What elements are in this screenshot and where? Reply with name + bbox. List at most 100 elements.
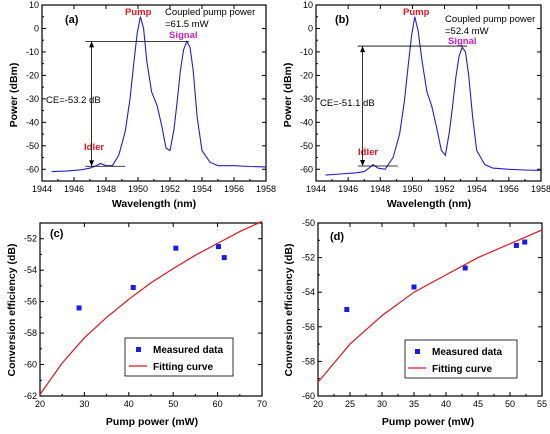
panel-d-xlabel: Pump power (mW) [382, 416, 474, 428]
panel-a-plot: 1944 1946 1948 1950 1952 1954 1956 1958 -60 -50 -4… [26, 0, 276, 194]
panel-c-xlabel: Pump power (mW) [106, 416, 198, 428]
panel-b-ytick-label: -10 [300, 47, 313, 57]
panel-a-xtick-label: 1956 [224, 184, 244, 194]
panel-a-pump-label: Pump [125, 7, 152, 18]
panel-d-ytick-label: -54 [302, 287, 315, 297]
panel-a-frame [41, 4, 267, 182]
panel-b-xtick-label: 1948 [370, 184, 390, 194]
panel-c-ytick-label: -62 [24, 391, 37, 401]
panel-a-xtick-label: 1950 [128, 184, 148, 194]
panel-a-ytick-label: -40 [26, 117, 39, 127]
panel-c-ylabel: Conversion efficiency (dB) [6, 243, 18, 376]
panel-d-xtick-label: 20 [313, 399, 323, 409]
panel-a-xtick-label: 1946 [64, 184, 84, 194]
panel-d: (d) Pump power (mW) Conversion efficienc… [283, 231, 518, 428]
panel-d-measured-point [462, 265, 468, 271]
panel-a-ytick-label: 0 [34, 23, 39, 33]
panel-d-xtick-label: 50 [505, 399, 515, 409]
panel-a-ce-label: CE=-53.2 dB [46, 95, 101, 106]
panel-b-signal-label: Signal [448, 36, 477, 47]
panel-d-measured-point [344, 307, 350, 312]
panel-b-ytick-label: -30 [300, 94, 313, 104]
panel-b-xtick-label: 1952 [435, 184, 455, 194]
panel-b-ytick-label: -20 [300, 70, 313, 80]
panel-c-measured-point [76, 305, 82, 311]
panel-a-xtick-label: 1948 [96, 184, 116, 194]
panel-a-ce-arrow-head-bottom [89, 160, 95, 167]
panel-a-ylabel: Power (dBm) [8, 63, 20, 128]
panel-b-xtick-label: 1958 [531, 184, 550, 194]
panel-b-ytick-label: -60 [300, 164, 313, 174]
panel-a-ytick-label: -50 [26, 141, 39, 151]
panel-d-ylabel: Conversion efficiency (dB) [283, 243, 295, 376]
panel-b-idler-label: Idler [358, 147, 378, 158]
panel-b-ytick-label: 10 [303, 0, 313, 10]
panel-a-ytick-label: -10 [26, 47, 39, 57]
panel-a-spectrum-line [51, 16, 267, 173]
panel-d-legend-measured-label: Measured data [432, 347, 502, 358]
panel-c-xtick-label: 40 [124, 399, 134, 409]
panel-c-legend-measured-marker [136, 347, 141, 352]
panel-b-plot: 1944 1946 1948 1950 1952 1954 1956 1958 -60 -50 -4… [300, 0, 550, 194]
panel-c-ytick-label: -58 [24, 328, 37, 338]
panel-c-xtick-label: 30 [79, 399, 89, 409]
panel-a-xtick-label: 1954 [192, 184, 212, 194]
panel-b-ce-label: CE=-51.1 dB [320, 98, 375, 109]
panel-d-plot: 20 25 30 35 40 45 50 55 -60 -58 -56 -54 -52 -50 [302, 218, 547, 409]
panel-b-ytick-label: -40 [300, 117, 313, 127]
panel-c-xtick-label: 20 [35, 399, 45, 409]
panel-a: (a) Pump Coupled pump power =61.5 mW Sig… [8, 7, 255, 210]
chart-layer: 1944 1946 1948 1950 1952 1954 1956 1958 -60 -50 -4… [24, 0, 550, 409]
panel-a-ytick-label: -60 [26, 164, 39, 174]
panel-b-ytick-label: 0 [308, 23, 313, 33]
panel-d-ytick-label: -52 [302, 253, 315, 263]
panel-b-xlabel: Wavelength (nm) [387, 198, 471, 210]
panel-d-ytick-label: -56 [302, 322, 315, 332]
panel-d-measured-point [513, 242, 519, 248]
panel-a-power-line2: =61.5 mW [165, 19, 209, 30]
panel-b-ce-arrow-head-top [360, 46, 366, 53]
panel-d-legend-fit-label: Fitting curve [432, 364, 492, 375]
panel-b-ytick-label: -50 [300, 141, 313, 151]
panel-b-xtick-label: 1946 [338, 184, 358, 194]
panel-d-label: (d) [330, 231, 344, 243]
panel-c-ytick-label: -52 [24, 234, 37, 244]
panel-d-xtick-label: 45 [473, 399, 483, 409]
panel-b-power-line1: Coupled pump power [445, 14, 535, 25]
panel-d-legend-measured-marker [415, 349, 420, 354]
panel-d-xtick-label: 40 [441, 399, 451, 409]
panel-b-xtick-label: 1954 [467, 184, 487, 194]
panel-d-ytick-label: -50 [302, 218, 315, 228]
panel-c-plot: 20 30 40 50 60 70 -62 -60 -58 -56 -54 -52 [24, 220, 267, 409]
panel-c-measured-point [221, 255, 227, 261]
panel-d-xtick-label: 25 [345, 399, 355, 409]
panel-d-measured-point [411, 284, 417, 290]
panel-a-ytick-label: 10 [29, 0, 39, 10]
panel-b: (b) Pump Coupled pump power =52.4 mW Sig… [282, 7, 535, 210]
panel-a-power-line1: Coupled pump power [165, 7, 255, 18]
panel-a-xtick-label: 1944 [32, 184, 52, 194]
panel-a-xtick-label: 1952 [160, 184, 180, 194]
panel-c-legend-fit-label: Fitting curve [153, 362, 213, 373]
panel-b-ce-arrow-head-bottom [360, 159, 366, 166]
panel-b-ylabel: Power (dBm) [282, 63, 294, 128]
panel-c-fit-line [39, 220, 263, 395]
panel-c-ytick-label: -60 [24, 360, 37, 370]
panel-d-ytick-label: -58 [302, 356, 315, 366]
panel-b-pump-label: Pump [403, 7, 430, 18]
panel-d-xtick-label: 35 [409, 399, 419, 409]
panel-d-xtick-label: 55 [537, 399, 547, 409]
panel-a-idler-label: Idler [84, 142, 104, 153]
panel-a-xtick-label: 1958 [256, 184, 276, 194]
panel-c-measured-point [173, 245, 179, 251]
panel-d-xtick-label: 30 [377, 399, 387, 409]
panel-a-ytick-label: -20 [26, 70, 39, 80]
panel-b-xtick-label: 1944 [306, 184, 326, 194]
panel-c-measured-point [130, 284, 136, 290]
panel-d-legend [404, 339, 518, 379]
panel-c-xtick-label: 70 [257, 399, 267, 409]
panel-c-xtick-label: 50 [168, 399, 178, 409]
panel-c-ytick-label: -56 [24, 297, 37, 307]
panel-a-ce-arrow-head-top [89, 41, 95, 48]
